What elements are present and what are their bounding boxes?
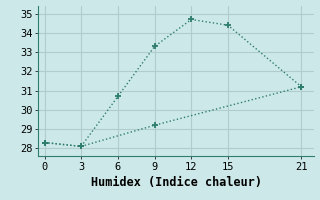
X-axis label: Humidex (Indice chaleur): Humidex (Indice chaleur) bbox=[91, 176, 261, 189]
